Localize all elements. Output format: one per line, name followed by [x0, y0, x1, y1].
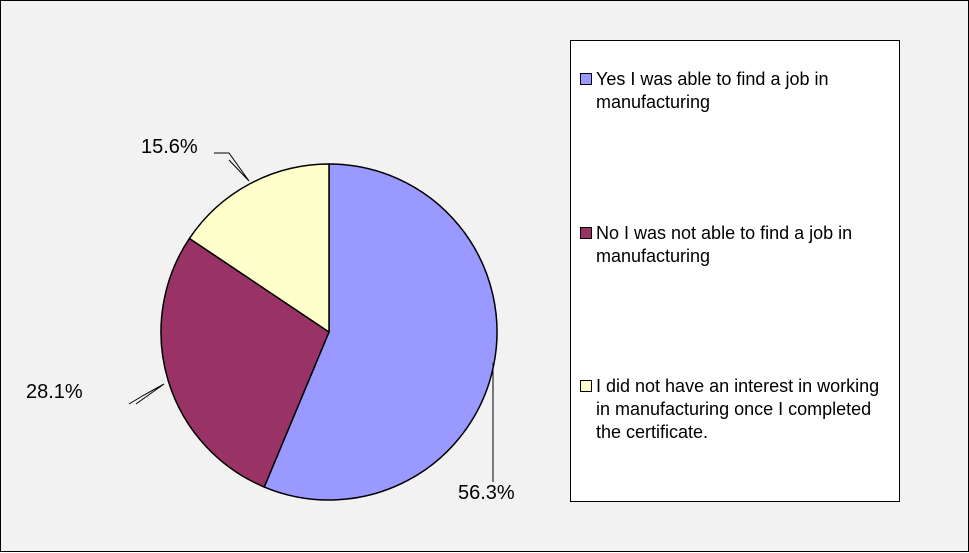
legend-item: Yes I was able to find a job in manufact…	[580, 68, 892, 114]
label-leader-line	[214, 152, 250, 182]
legend-label: I did not have an interest in working in…	[596, 376, 880, 442]
pie-slice	[263, 163, 498, 501]
pie-slice	[188, 163, 330, 334]
legend-item: No I was not able to find a job in manuf…	[580, 222, 892, 268]
legend-item: I did not have an interest in working in…	[580, 375, 892, 444]
slice-value-label: 15.6%	[141, 136, 198, 158]
legend-label: No I was not able to find a job in manuf…	[596, 223, 853, 266]
slice-value-label: 56.3%	[458, 482, 515, 504]
pie-slice	[160, 237, 330, 488]
legend-label: Yes I was able to find a job in manufact…	[596, 69, 829, 112]
legend-swatch	[580, 227, 592, 239]
legend-swatch	[580, 73, 592, 85]
legend-swatch	[580, 380, 592, 392]
slice-value-label: 28.1%	[26, 381, 83, 403]
legend: Yes I was able to find a job in manufact…	[570, 40, 900, 502]
label-leader-line	[128, 383, 165, 405]
